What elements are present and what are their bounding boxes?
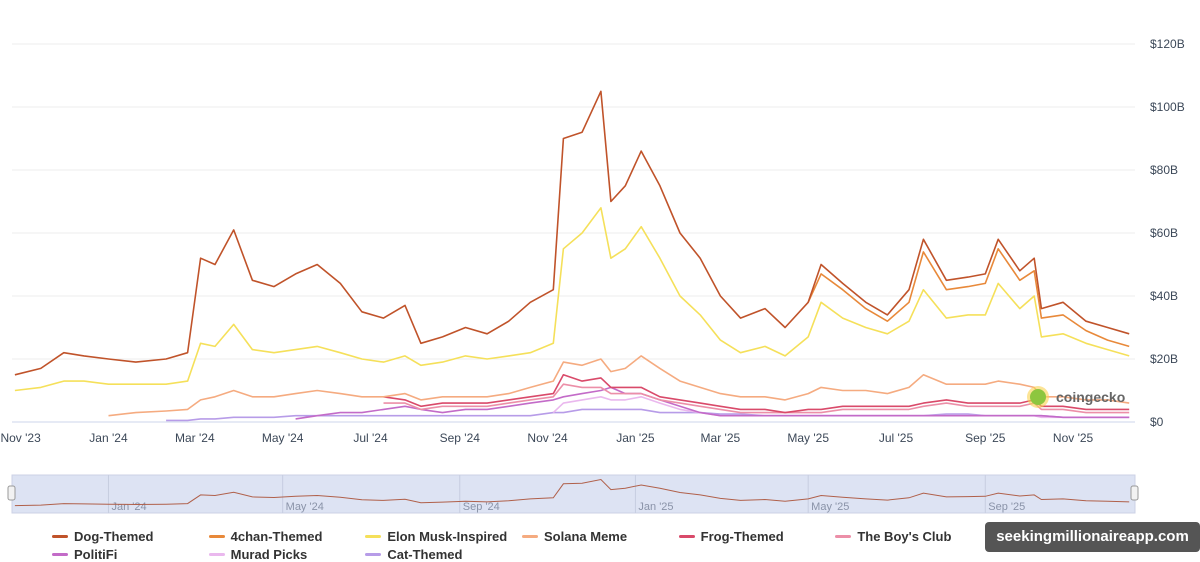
legend-item[interactable]: Elon Musk-Inspired <box>365 528 522 544</box>
x-tick-label: May '24 <box>262 431 304 445</box>
legend-label: Murad Picks <box>230 546 308 562</box>
x-tick-label: Jul '24 <box>353 431 388 445</box>
legend-swatch <box>678 534 695 538</box>
legend-swatch <box>365 552 382 556</box>
y-tick-label: $60B <box>1150 226 1178 240</box>
legend-item[interactable]: Solana Meme <box>522 528 679 544</box>
legend-swatch <box>208 552 225 556</box>
legend-label: 4chan-Themed <box>230 528 323 544</box>
series-line-4chan-themed <box>807 248 1130 348</box>
legend-swatch <box>52 534 68 538</box>
series-lines <box>14 90 1130 422</box>
x-tick-label: Nov '23 <box>0 431 41 445</box>
series-line-frog-themed <box>383 374 1130 414</box>
legend-swatch <box>365 534 382 538</box>
legend-item[interactable]: The Boy's Club <box>835 528 992 544</box>
navigator-tick-label: May '25 <box>811 501 849 513</box>
navigator: Jan '24 May '24 Sep '24 Jan '25 May '25 Sep '… <box>7 474 1139 514</box>
legend-label: PolitiFi <box>74 546 118 562</box>
watermark: seekingmillionaireapp.com <box>985 522 1200 552</box>
y-tick-label: $80B <box>1150 163 1178 177</box>
navigator-handle-right[interactable] <box>1130 485 1139 501</box>
legend-item[interactable]: Cat-Themed <box>365 546 522 562</box>
legend-swatch <box>52 552 68 556</box>
x-tick-label: Nov '24 <box>527 431 568 445</box>
x-tick-label: Mar '25 <box>701 431 741 445</box>
navigator-series-line <box>14 478 1130 507</box>
legend-item[interactable]: PolitiFi <box>52 546 209 562</box>
navigator-tick-label: Jan '25 <box>638 501 673 513</box>
legend-item[interactable]: 4chan-Themed <box>208 528 366 544</box>
gridlines <box>12 43 1135 423</box>
y-tick-label: $120B <box>1150 37 1185 51</box>
series-line-elon-musk-inspired <box>14 207 1130 392</box>
coingecko-text: coingecko <box>1056 389 1126 405</box>
legend-label: Frog-Themed <box>700 528 784 544</box>
legend-label: Dog-Themed <box>74 528 154 544</box>
x-tick-label: Sep '25 <box>965 431 1006 445</box>
x-tick-label: May '25 <box>787 431 829 445</box>
x-tick-label: Sep '24 <box>440 431 481 445</box>
y-tick-label: $0 <box>1150 415 1164 429</box>
legend-item[interactable]: Dog-Themed <box>52 528 209 544</box>
series-line-cat-themed <box>166 408 1130 422</box>
navigator-tick-label: Jan '24 <box>111 501 146 513</box>
x-tick-label: Mar '24 <box>175 431 215 445</box>
y-axis: $0 $20B $40B $60B $80B $100B $120B <box>1150 37 1185 429</box>
legend-swatch <box>208 534 225 538</box>
y-tick-label: $20B <box>1150 352 1178 366</box>
legend-label: Solana Meme <box>544 528 628 544</box>
y-tick-label: $40B <box>1150 289 1178 303</box>
coingecko-logo: coingecko <box>1030 389 1125 405</box>
series-line-dog-themed <box>14 90 1130 376</box>
navigator-tick-label: May '24 <box>286 501 324 513</box>
navigator-tick-label: Sep '25 <box>988 501 1025 513</box>
legend-swatch <box>522 534 538 538</box>
navigator-handle-left[interactable] <box>7 485 16 501</box>
legend-label: Cat-Themed <box>387 546 463 562</box>
x-axis: Nov '23 Jan '24 Mar '24 May '24 Jul '24 Sep '… <box>0 431 1093 445</box>
x-tick-label: Jan '25 <box>616 431 655 445</box>
legend-item[interactable]: Frog-Themed <box>678 528 836 544</box>
series-line-the-boy-s-club <box>383 383 1130 414</box>
x-tick-label: Nov '25 <box>1053 431 1094 445</box>
legend: Dog-Themed 4chan-Themed Elon Musk-Inspired… <box>52 528 992 562</box>
navigator-mask <box>11 474 1136 514</box>
series-line-politifi <box>295 386 1130 420</box>
x-tick-label: Jan '24 <box>89 431 128 445</box>
legend-item[interactable]: Murad Picks <box>208 546 366 562</box>
legend-label: Elon Musk-Inspired <box>387 528 508 544</box>
series-line-solana-meme <box>108 355 1130 417</box>
legend-swatch <box>835 534 852 538</box>
legend-label: The Boy's Club <box>857 528 952 544</box>
x-tick-label: Jul '25 <box>879 431 914 445</box>
gecko-icon <box>1030 389 1046 405</box>
y-tick-label: $100B <box>1150 100 1185 114</box>
navigator-tick-label: Sep '24 <box>463 501 500 513</box>
